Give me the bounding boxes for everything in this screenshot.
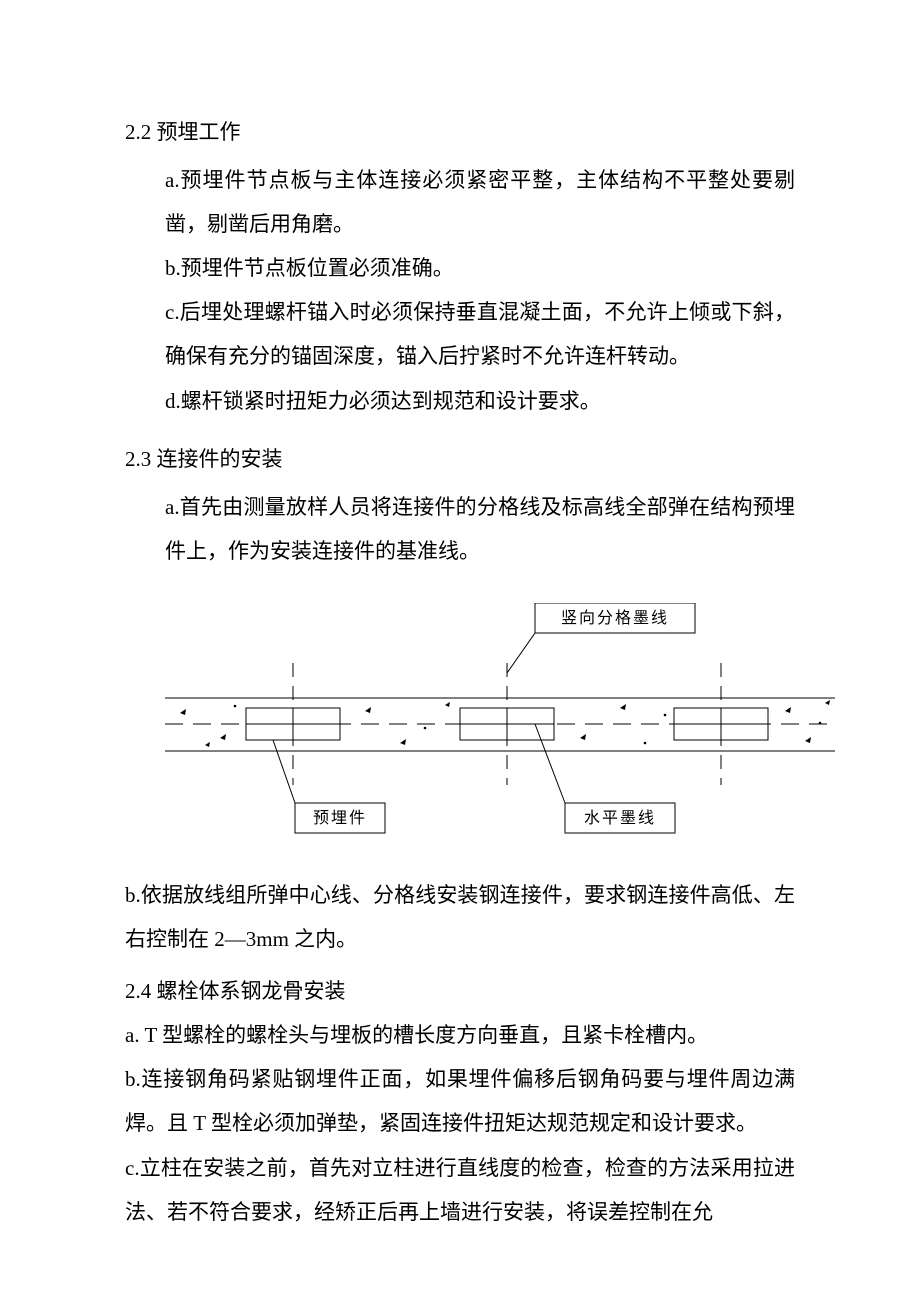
item-2-4-c: c.立柱在安装之前，首先对立柱进行直线度的检查，检查的方法采用拉进法、若不符合要… [125, 1146, 795, 1234]
heading-2-3: 2.3 连接件的安装 [125, 437, 795, 481]
diagram-svg: 竖向分格墨线 预埋件 水平墨线 [165, 603, 835, 843]
callout-vertical-ink: 竖向分格墨线 [507, 603, 695, 673]
label-horiz-ink: 水平墨线 [584, 809, 656, 827]
item-2-4-b: b.连接钢角码紧贴钢埋件正面，如果埋件偏移后钢角码要与埋件周边满焊。且 T 型栓… [125, 1057, 795, 1145]
item-2-2-a: a.预埋件节点板与主体连接必须紧密平整，主体结构不平整处要剔凿，剔凿后用角磨。 [125, 158, 795, 246]
item-2-4-a: a. T 型螺栓的螺栓头与埋板的槽长度方向垂直，且紧卡栓槽内。 [125, 1013, 795, 1057]
item-2-2-c: c.后埋处理螺杆锚入时必须保持垂直混凝土面，不允许上倾或下斜，确保有充分的锚固深… [125, 290, 795, 378]
item-2-3-b: b.依据放线组所弹中心线、分格线安装钢连接件，要求钢连接件高低、左右控制在 2—… [125, 873, 795, 961]
callout-embed-part: 预埋件 [273, 740, 385, 833]
embedded-diagram: 竖向分格墨线 预埋件 水平墨线 [165, 603, 835, 843]
plate-group-1 [246, 663, 340, 785]
heading-2-2: 2.2 预埋工作 [125, 110, 795, 154]
label-embed-part: 预埋件 [313, 809, 367, 827]
plate-group-3 [674, 663, 768, 785]
item-2-2-b: b.预埋件节点板位置必须准确。 [125, 246, 795, 290]
label-vertical-ink: 竖向分格墨线 [561, 609, 669, 627]
heading-2-4: 2.4 螺栓体系钢龙骨安装 [125, 969, 795, 1013]
item-2-2-d: d.螺杆锁紧时扭矩力必须达到规范和设计要求。 [125, 379, 795, 423]
item-2-3-a: a.首先由测量放样人员将连接件的分格线及标高线全部弹在结构预埋件上，作为安装连接… [125, 485, 795, 573]
document-page: 2.2 预埋工作 a.预埋件节点板与主体连接必须紧密平整，主体结构不平整处要剔凿… [0, 0, 920, 1302]
plate-group-2 [460, 663, 554, 785]
